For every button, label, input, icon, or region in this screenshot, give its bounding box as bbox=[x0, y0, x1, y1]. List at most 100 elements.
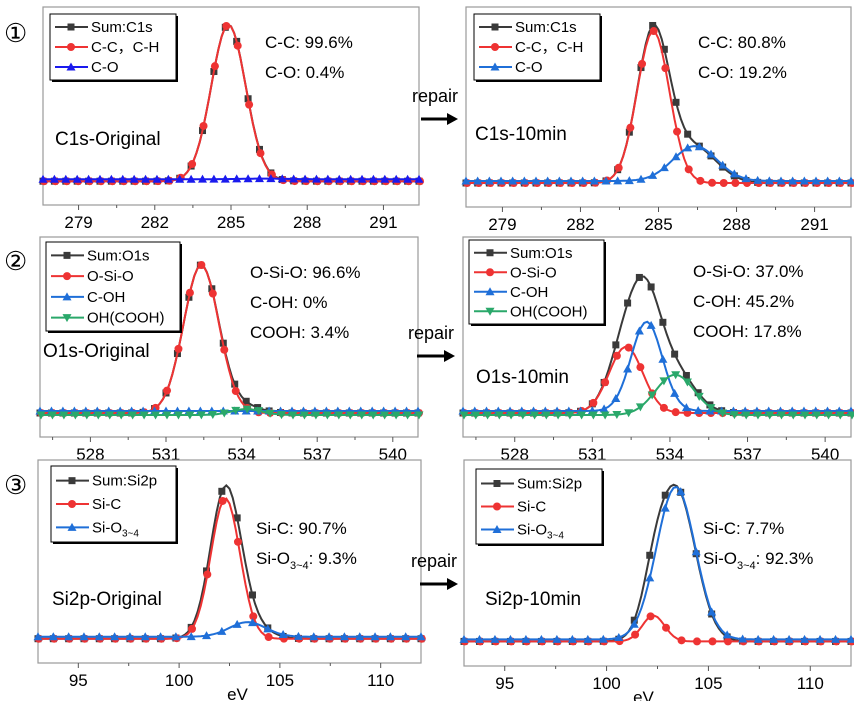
percentage-annotation: O-Si-O: 37.0% bbox=[693, 262, 804, 281]
data-point bbox=[659, 377, 669, 386]
data-point bbox=[601, 378, 610, 387]
data-point bbox=[249, 612, 258, 621]
data-point bbox=[129, 174, 139, 183]
data-point bbox=[171, 632, 181, 641]
data-point bbox=[254, 174, 264, 183]
data-point bbox=[414, 174, 424, 183]
data-point bbox=[552, 634, 562, 643]
series-line bbox=[40, 263, 418, 414]
x-tick-label: 531 bbox=[578, 445, 606, 464]
data-point bbox=[162, 411, 172, 420]
data-point bbox=[163, 386, 172, 395]
data-point bbox=[84, 174, 94, 183]
x-tick-label: 531 bbox=[152, 445, 180, 464]
x-axis-label: eV bbox=[227, 685, 248, 701]
data-point bbox=[589, 176, 599, 185]
x-axis-label: eV bbox=[633, 688, 654, 701]
data-point bbox=[588, 411, 598, 420]
data-point bbox=[800, 634, 810, 643]
data-point bbox=[110, 632, 120, 641]
data-point bbox=[753, 175, 763, 184]
data-point bbox=[611, 394, 621, 403]
data-point bbox=[311, 174, 321, 183]
data-point bbox=[125, 632, 135, 641]
data-point bbox=[753, 634, 763, 643]
data-point bbox=[660, 503, 670, 512]
legend-marker bbox=[492, 525, 502, 533]
series-c-o bbox=[461, 142, 854, 185]
x-tick-label: 285 bbox=[644, 215, 672, 234]
data-point bbox=[300, 174, 310, 183]
data-point bbox=[163, 174, 173, 183]
legend-label: Si-C bbox=[517, 499, 546, 516]
data-point bbox=[598, 634, 608, 643]
legend-label: Sum:C1s bbox=[515, 19, 577, 36]
data-point bbox=[33, 632, 43, 641]
data-point bbox=[277, 174, 287, 183]
percentage-annotation: C-O: 19.2% bbox=[698, 63, 787, 82]
data-point bbox=[799, 176, 809, 185]
data-point bbox=[139, 411, 149, 420]
percentage-annotation: Si-C: 90.7% bbox=[256, 519, 347, 538]
data-point bbox=[677, 636, 686, 645]
data-point bbox=[278, 630, 288, 639]
data-point bbox=[626, 123, 635, 132]
x-tick-label: 282 bbox=[566, 215, 594, 234]
series-line bbox=[43, 23, 419, 183]
data-point bbox=[614, 163, 623, 172]
panel-title: C1s-10min bbox=[475, 124, 567, 145]
data-point bbox=[391, 174, 401, 183]
series-line bbox=[463, 320, 851, 412]
row-marker: ③ bbox=[4, 471, 27, 501]
data-point bbox=[61, 174, 71, 183]
data-point bbox=[764, 176, 774, 185]
data-point bbox=[506, 411, 516, 420]
data-point bbox=[266, 174, 276, 183]
data-point bbox=[646, 612, 655, 621]
data-point bbox=[323, 174, 333, 183]
x-tick-label: 100 bbox=[592, 674, 620, 693]
data-point bbox=[823, 176, 833, 185]
data-point bbox=[578, 176, 588, 185]
data-point bbox=[231, 406, 241, 415]
data-point bbox=[646, 320, 656, 329]
data-point bbox=[731, 178, 740, 187]
legend: Sum:O1s O-Si-O C-OH OH(COOH) bbox=[45, 241, 182, 333]
data-point bbox=[385, 632, 395, 641]
data-point bbox=[232, 619, 242, 628]
repair-arrow: repair bbox=[408, 323, 455, 362]
data-point bbox=[835, 411, 845, 420]
data-point bbox=[118, 174, 128, 183]
data-point bbox=[217, 626, 227, 635]
data-point bbox=[718, 409, 728, 418]
panel-title: Si2p-10min bbox=[485, 589, 581, 610]
data-point bbox=[459, 411, 469, 420]
arrow-head-icon bbox=[444, 350, 455, 362]
data-point bbox=[188, 160, 197, 169]
legend-marker bbox=[63, 251, 71, 259]
legend-marker bbox=[486, 268, 494, 277]
data-point bbox=[708, 178, 717, 187]
data-point bbox=[461, 176, 471, 185]
data-point bbox=[565, 411, 575, 420]
x-tick-label: 95 bbox=[495, 674, 514, 693]
row-marker: ② bbox=[4, 247, 27, 277]
data-point bbox=[174, 344, 183, 353]
panel-title: O1s-10min bbox=[476, 367, 569, 388]
data-point bbox=[175, 174, 185, 183]
data-point bbox=[566, 176, 576, 185]
data-point bbox=[82, 411, 92, 420]
data-point bbox=[658, 354, 668, 363]
data-point bbox=[232, 174, 242, 183]
data-point bbox=[659, 403, 668, 412]
data-point bbox=[197, 261, 206, 270]
data-point bbox=[634, 326, 644, 335]
legend-label: Sum:O1s bbox=[510, 245, 573, 262]
series-line bbox=[463, 345, 851, 414]
data-point bbox=[243, 174, 253, 183]
data-point bbox=[188, 624, 197, 633]
data-point bbox=[47, 411, 57, 420]
data-point bbox=[648, 170, 658, 179]
data-point bbox=[471, 411, 481, 420]
